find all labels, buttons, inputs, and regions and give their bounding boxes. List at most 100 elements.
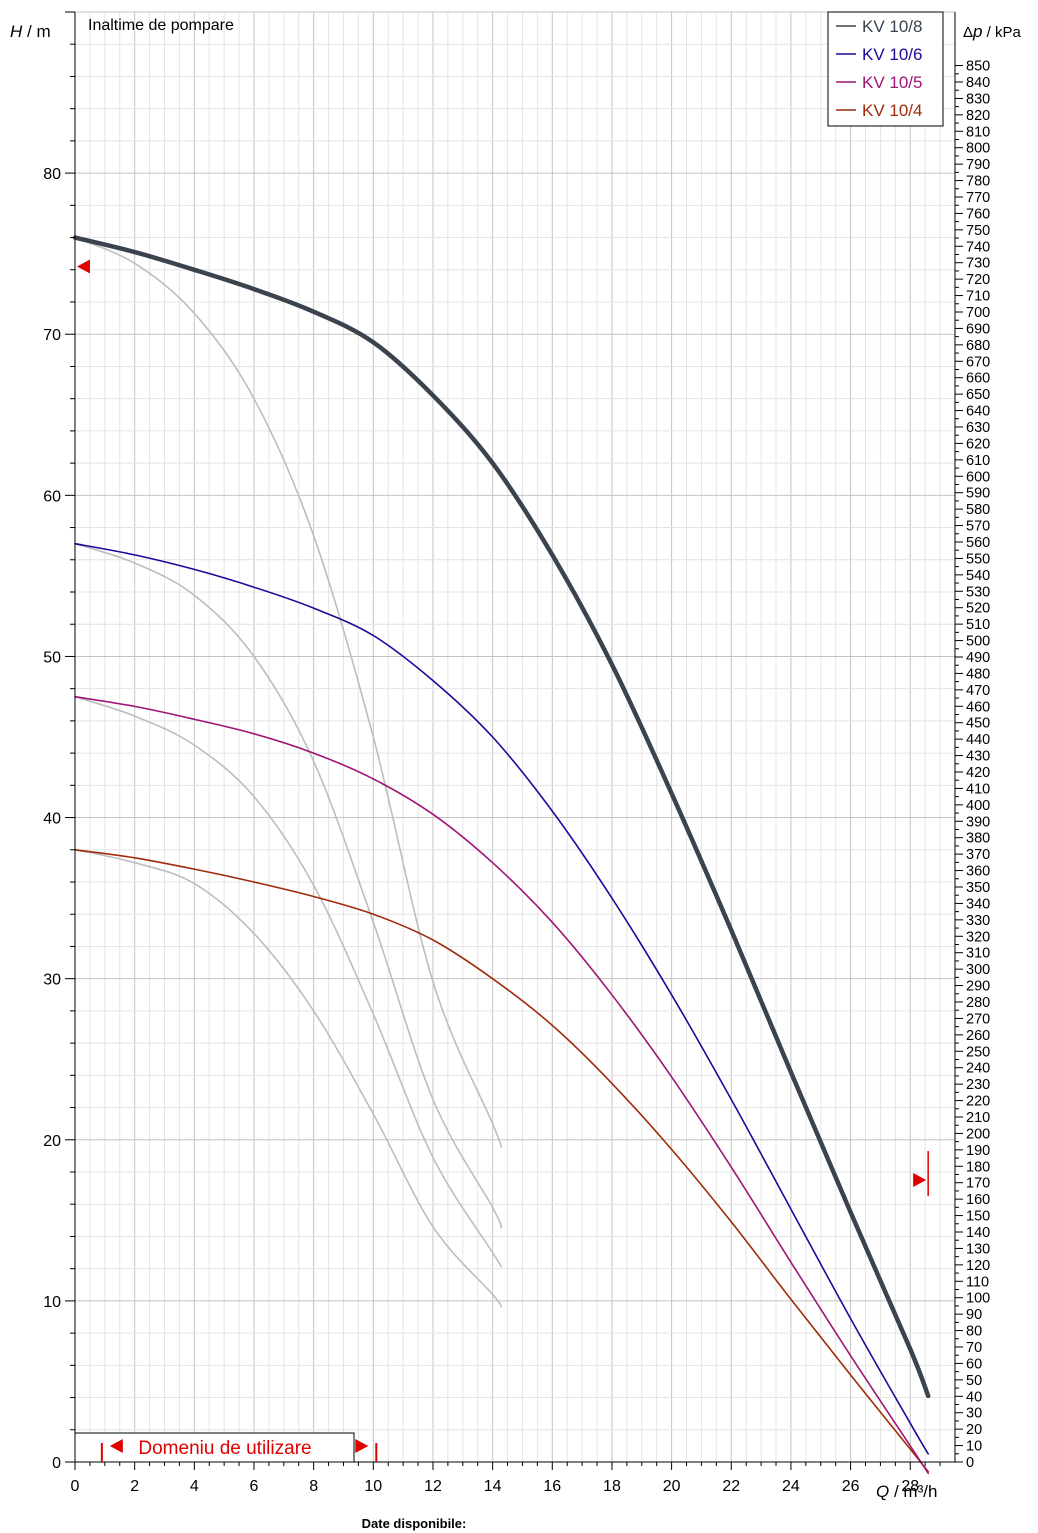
- y2-tick-label: 590: [966, 486, 990, 502]
- x-tick-label: 16: [543, 1478, 561, 1495]
- y2-tick-label: 730: [966, 256, 990, 272]
- y2-tick-label: 580: [966, 502, 990, 518]
- y2-tick-label: 240: [966, 1061, 990, 1077]
- reference-curve: [74, 236, 503, 1149]
- x-tick-label: 20: [663, 1478, 681, 1495]
- x-tick-label: 10: [364, 1478, 382, 1495]
- legend-label: KV 10/4: [862, 101, 923, 120]
- x-tick-label: 14: [484, 1478, 502, 1495]
- y2-tick-label: 300: [966, 962, 990, 978]
- y2-tick-label: 540: [966, 568, 990, 584]
- legend-box: [827, 11, 944, 127]
- y2-tick-label: 390: [966, 814, 990, 830]
- y2-tick-label: 140: [966, 1225, 990, 1241]
- y2-tick-label: 230: [966, 1077, 990, 1093]
- y2-tick-label: 160: [966, 1192, 990, 1208]
- y2-tick-label: 480: [966, 666, 990, 682]
- x-axis-label: Q / m³/h: [876, 1482, 937, 1501]
- y2-tick-label: 550: [966, 551, 990, 567]
- grid: [74, 11, 956, 1463]
- legend: KV 10/8 KV 10/6 KV 10/5 KV 10/4: [827, 11, 944, 127]
- y2-tick-label: 360: [966, 864, 990, 880]
- range-markers: [77, 259, 929, 1197]
- x-tick-label: 8: [309, 1478, 318, 1495]
- y2-tick-label: 420: [966, 765, 990, 781]
- y2-tick-label: 660: [966, 371, 990, 387]
- y2-tick-label: 20: [966, 1422, 982, 1438]
- y2-tick-label: 530: [966, 584, 990, 600]
- y2-tick-label: 630: [966, 420, 990, 436]
- x-tick-label: 22: [722, 1478, 740, 1495]
- y2-tick-label: 690: [966, 321, 990, 337]
- x-tick-label: 4: [190, 1478, 199, 1495]
- y2-tick-label: 110: [966, 1274, 989, 1290]
- series-line: [74, 849, 929, 1473]
- y2-tick-label: 680: [966, 338, 990, 354]
- y2-tick-label: 260: [966, 1028, 990, 1044]
- y2-tick-label: 170: [966, 1176, 990, 1192]
- y2-tick-label: 70: [966, 1340, 982, 1356]
- y2-tick-label: 750: [966, 223, 990, 239]
- reference-curve: [74, 695, 503, 1268]
- usage-range: Domeniu de utilizare: [74, 1432, 378, 1463]
- y-tick-label: 40: [43, 811, 61, 828]
- y-tick-label: 50: [43, 649, 61, 666]
- y2-tick-label: 740: [966, 239, 990, 255]
- y2-tick-label: 200: [966, 1126, 990, 1142]
- y2-tick-label: 780: [966, 174, 990, 190]
- y2-tick-label: 850: [966, 59, 990, 75]
- y2-tick-label: 50: [966, 1373, 982, 1389]
- y2-tick-label: 410: [966, 781, 990, 797]
- y2-tick-label: 80: [966, 1324, 982, 1340]
- x-tick-label: 18: [603, 1478, 621, 1495]
- y2-tick-label: 130: [966, 1241, 990, 1257]
- usage-range-left-arrow: [109, 1439, 123, 1453]
- y2-tick-label: 830: [966, 91, 990, 107]
- y-tick-label: 70: [43, 327, 61, 344]
- x-tick-label: 28: [901, 1478, 919, 1495]
- reference-curve: [74, 849, 503, 1308]
- y2-tick-label: 800: [966, 141, 990, 157]
- y2-tick-label: 280: [966, 995, 990, 1011]
- legend-label: KV 10/8: [862, 17, 923, 36]
- y2-tick-label: 810: [966, 124, 990, 140]
- y-tick-label: 80: [43, 166, 61, 183]
- y2-tick-label: 400: [966, 798, 990, 814]
- x-tick-label: 6: [250, 1478, 259, 1495]
- y-tick-label: 0: [52, 1455, 61, 1472]
- y-tick-label: 30: [43, 972, 61, 989]
- chart-title: Inaltime de pompare: [88, 17, 234, 34]
- y2-tick-label: 700: [966, 305, 990, 321]
- y2-tick-label: 40: [966, 1389, 982, 1405]
- reference-curve: [74, 542, 503, 1229]
- y2-tick-label: 90: [966, 1307, 982, 1323]
- y2-tick-label: 820: [966, 108, 990, 124]
- x-tick-label: 0: [71, 1478, 80, 1495]
- y2-tick-label: 30: [966, 1406, 982, 1422]
- y2-tick-label: 570: [966, 519, 990, 535]
- y2-tick-label: 710: [966, 289, 990, 305]
- footer-text: Date disponibile:: [362, 1516, 467, 1531]
- end-marker: [913, 1173, 927, 1188]
- x-tick-label: 24: [782, 1478, 800, 1495]
- y2-tick-label: 180: [966, 1159, 990, 1175]
- usage-range-label: Domeniu de utilizare: [138, 1438, 311, 1459]
- y2-tick-label: 620: [966, 436, 990, 452]
- y2-tick-label: 10: [966, 1439, 982, 1455]
- y2-tick-label: 610: [966, 453, 990, 469]
- legend-label: KV 10/6: [862, 45, 923, 64]
- y2-tick-label: 840: [966, 75, 990, 91]
- series-line: [74, 695, 929, 1475]
- start-marker: [77, 259, 90, 274]
- y-tick-label: 20: [43, 1133, 61, 1150]
- y-tick-label: 10: [43, 1294, 61, 1311]
- y2-tick-label: 220: [966, 1094, 990, 1110]
- x-tick-label: 2: [130, 1478, 139, 1495]
- y2-tick-label: 380: [966, 831, 990, 847]
- y2-tick-label: 370: [966, 847, 990, 863]
- y2-tick-label: 340: [966, 896, 990, 912]
- y2-tick-label: 460: [966, 699, 990, 715]
- y2-tick-label: 450: [966, 716, 990, 732]
